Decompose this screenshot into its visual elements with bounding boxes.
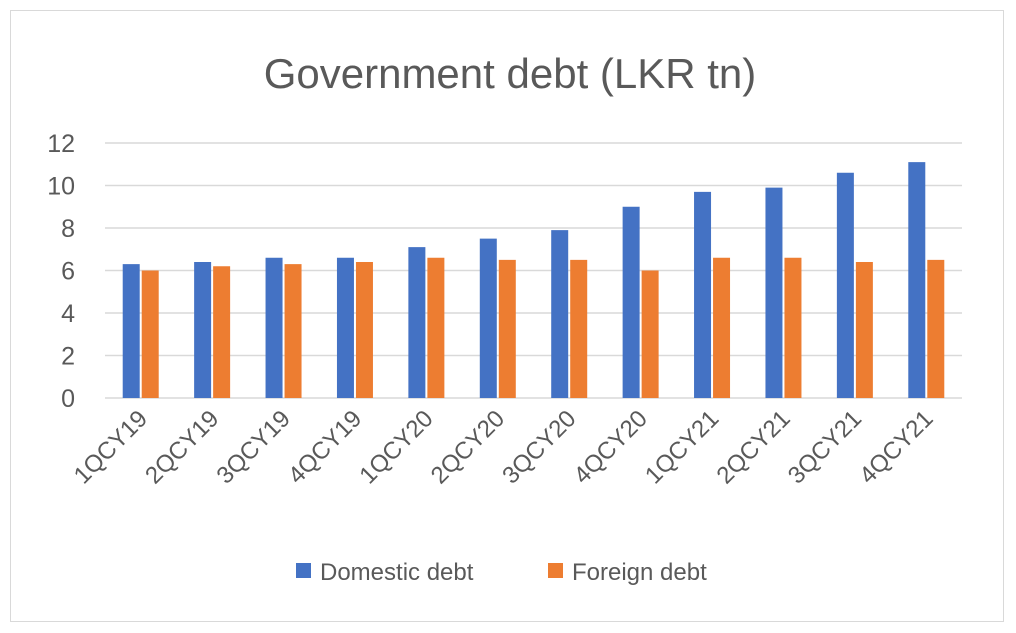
bar-domestic-4QCY20 — [622, 206, 640, 398]
bar-domestic-3QCY19 — [265, 257, 283, 398]
y-tick-label: 0 — [61, 385, 75, 413]
legend-label: Foreign debt — [572, 559, 707, 586]
x-tick-label: 4QCY19 — [283, 405, 367, 489]
y-tick-label: 10 — [47, 173, 75, 201]
bar-domestic-4QCY19 — [336, 257, 354, 398]
bar-domestic-2QCY21 — [765, 187, 783, 398]
x-tick-label: 3QCY19 — [212, 405, 296, 489]
y-tick-label: 8 — [61, 215, 75, 243]
y-tick-label: 4 — [61, 300, 75, 328]
x-tick-label: 4QCY20 — [569, 405, 653, 489]
bar-foreign-3QCY21 — [855, 262, 873, 398]
x-tick-label: 1QCY20 — [354, 405, 438, 489]
grid-lines — [105, 142, 962, 399]
x-tick-label: 1QCY19 — [69, 405, 153, 489]
bar-domestic-3QCY20 — [551, 230, 569, 398]
y-tick-label: 6 — [61, 258, 75, 286]
bar-foreign-4QCY21 — [927, 259, 945, 398]
bar-domestic-1QCY20 — [408, 247, 426, 398]
legend-swatch — [548, 563, 563, 578]
bar-domestic-4QCY21 — [908, 162, 926, 398]
bar-domestic-3QCY21 — [836, 172, 854, 398]
bar-foreign-3QCY20 — [570, 259, 588, 398]
bar-foreign-2QCY19 — [213, 266, 231, 398]
x-tick-label: 2QCY20 — [426, 405, 510, 489]
bar-domestic-2QCY20 — [479, 238, 497, 398]
x-tick-label: 4QCY21 — [854, 405, 938, 489]
legend-swatch — [296, 563, 311, 578]
y-axis-ticks: 0 2 4 6 8 10 12 — [47, 130, 75, 413]
x-tick-label: 2QCY21 — [712, 405, 796, 489]
bar-foreign-2QCY21 — [784, 257, 802, 398]
bar-foreign-3QCY19 — [284, 264, 302, 398]
bar-domestic-2QCY19 — [194, 262, 212, 398]
x-tick-label: 1QCY21 — [640, 405, 724, 489]
y-tick-label: 2 — [61, 343, 75, 371]
x-tick-label: 3QCY21 — [783, 405, 867, 489]
bar-foreign-1QCY19 — [141, 270, 159, 398]
bar-foreign-1QCY20 — [427, 257, 445, 398]
x-axis-ticks: 1QCY192QCY193QCY194QCY191QCY202QCY203QCY… — [69, 405, 939, 489]
x-tick-label: 2QCY19 — [140, 405, 224, 489]
bar-foreign-1QCY21 — [713, 257, 731, 398]
y-tick-label: 12 — [47, 130, 75, 158]
bars — [122, 162, 945, 398]
x-tick-label: 3QCY20 — [497, 405, 581, 489]
bar-domestic-1QCY21 — [694, 191, 712, 398]
chart-title: Government debt (LKR tn) — [264, 50, 757, 97]
legend-label: Domestic debt — [320, 559, 474, 586]
bar-foreign-2QCY20 — [498, 259, 516, 398]
bar-domestic-1QCY19 — [122, 264, 140, 398]
bar-foreign-4QCY19 — [355, 262, 373, 398]
bar-foreign-4QCY20 — [641, 270, 659, 398]
legend: Domestic debt Foreign debt — [296, 559, 707, 586]
